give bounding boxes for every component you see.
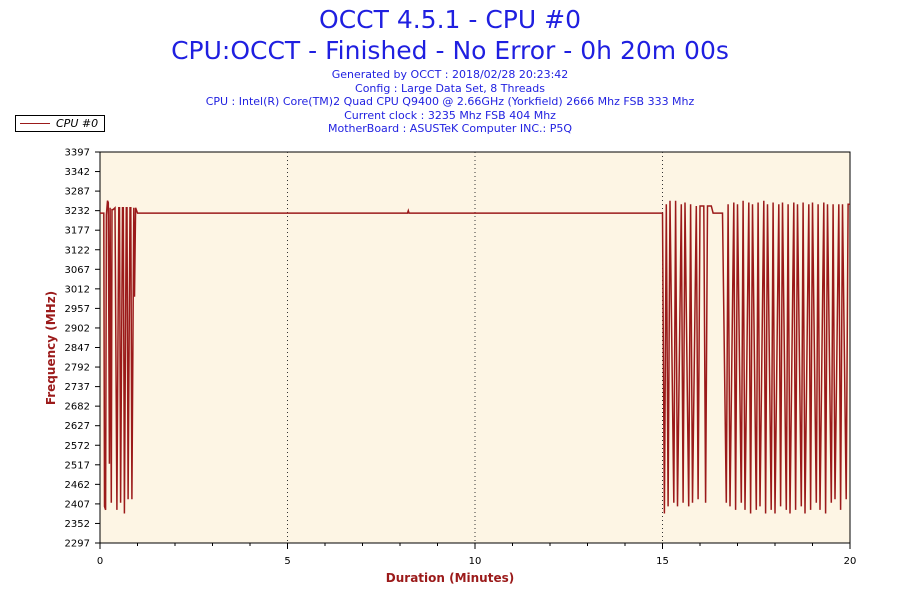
y-tick-label: 2517 — [65, 460, 90, 471]
y-tick-label: 3397 — [65, 148, 90, 159]
motherboard-info: MotherBoard : ASUSTeK Computer INC.: P5Q — [327, 122, 572, 136]
x-tick-label: 0 — [97, 556, 103, 567]
clock-info: Current clock : 3235 Mhz FSB 404 Mhz — [344, 108, 556, 122]
y-tick-label: 3067 — [65, 265, 90, 276]
chart-subtitle: CPU:OCCT - Finished - No Error - 0h 20m … — [171, 36, 729, 65]
y-tick-label: 2297 — [65, 539, 90, 550]
y-tick-label: 2847 — [65, 343, 90, 354]
legend: CPU #0 — [15, 115, 105, 132]
y-tick-label: 3342 — [65, 167, 90, 178]
x-tick-label: 15 — [656, 556, 669, 567]
y-tick-label: 2792 — [65, 363, 90, 374]
y-tick-label: 2572 — [65, 441, 90, 452]
config-info: Config : Large Data Set, 8 Threads — [355, 81, 545, 95]
y-tick-label: 2462 — [65, 480, 90, 491]
y-tick-label: 2737 — [65, 382, 90, 393]
x-tick-label: 20 — [844, 556, 857, 567]
y-tick-label: 3177 — [65, 226, 90, 237]
x-tick-label: 10 — [469, 556, 482, 567]
y-tick-label: 2352 — [65, 519, 90, 530]
y-tick-label: 2682 — [65, 402, 90, 413]
y-tick-label: 3012 — [65, 284, 90, 295]
legend-swatch — [20, 123, 50, 124]
y-axis-label: Frequency (MHz) — [44, 290, 58, 406]
y-tick-label: 2627 — [65, 421, 90, 432]
y-tick-label: 2957 — [65, 304, 90, 315]
x-tick-label: 5 — [284, 556, 290, 567]
y-tick-label: 2902 — [65, 323, 90, 334]
x-axis-label: Duration (Minutes) — [385, 571, 515, 585]
y-tick-label: 2407 — [65, 499, 90, 510]
y-tick-label: 3232 — [65, 206, 90, 217]
series-line — [100, 200, 850, 514]
legend-label: CPU #0 — [56, 117, 99, 130]
chart-title: OCCT 4.5.1 - CPU #0 — [319, 5, 581, 34]
cpu-info: CPU : Intel(R) Core(TM)2 Quad CPU Q9400 … — [205, 95, 695, 109]
y-tick-label: 3287 — [65, 187, 90, 198]
title-block: OCCT 4.5.1 - CPU #0 CPU:OCCT - Finished … — [0, 4, 900, 136]
generated-info: Generated by OCCT : 2018/02/28 20:23:42 — [331, 68, 569, 81]
y-tick-label: 3122 — [65, 245, 90, 256]
